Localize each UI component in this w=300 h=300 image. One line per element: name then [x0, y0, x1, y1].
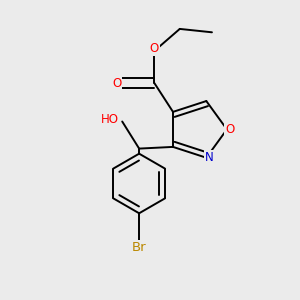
Text: N: N	[205, 151, 214, 164]
Text: HO: HO	[101, 113, 119, 126]
Text: Br: Br	[132, 241, 146, 254]
Text: O: O	[150, 42, 159, 55]
Text: O: O	[225, 123, 235, 136]
Text: O: O	[112, 76, 122, 90]
